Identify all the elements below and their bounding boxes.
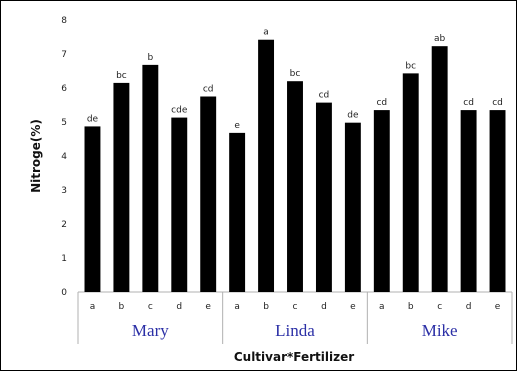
x-category-label: a <box>379 302 385 312</box>
significance-label: ab <box>434 34 446 44</box>
bar <box>113 82 130 293</box>
y-axis-title: Nitroge(%) <box>29 119 43 193</box>
x-category-label: d <box>321 302 327 312</box>
x-category-label: d <box>176 302 182 312</box>
x-category-label: e <box>495 302 501 312</box>
y-tick-label: 8 <box>61 16 67 26</box>
y-tick-label: 7 <box>61 50 67 60</box>
group-label: Linda <box>275 321 315 340</box>
y-tick-label: 0 <box>61 288 67 298</box>
y-tick-label: 1 <box>61 254 67 264</box>
significance-label: bc <box>405 61 416 71</box>
bar <box>402 73 419 292</box>
significance-label: de <box>347 111 359 121</box>
bar <box>229 132 246 292</box>
bar <box>489 110 506 292</box>
bar <box>171 117 188 292</box>
group-label: Mary <box>132 321 169 340</box>
significance-label: de <box>87 114 99 124</box>
x-category-label: d <box>466 302 472 312</box>
x-category-label: b <box>263 302 269 312</box>
bar <box>344 122 361 293</box>
x-category-label: c <box>148 302 153 312</box>
significance-label: cd <box>203 85 214 95</box>
x-category-label: e <box>350 302 356 312</box>
x-category-label: c <box>437 302 442 312</box>
significance-label: bc <box>290 69 301 79</box>
bar <box>142 64 159 292</box>
significance-label: cd <box>492 98 503 108</box>
significance-label: cde <box>171 106 188 116</box>
bar <box>373 110 390 292</box>
significance-label: cd <box>319 91 330 101</box>
y-tick-label: 2 <box>61 220 67 230</box>
bar <box>287 81 303 292</box>
bar <box>431 46 448 293</box>
y-tick-label: 4 <box>61 152 67 162</box>
x-category-label: a <box>90 302 96 312</box>
y-tick-label: 6 <box>61 84 67 94</box>
bar <box>315 102 332 293</box>
group-label: Mike <box>422 321 458 340</box>
x-axis-title: Cultivar*Fertilizer <box>234 350 354 364</box>
bar <box>460 110 477 292</box>
y-tick-label: 5 <box>61 118 67 128</box>
significance-label: cd <box>376 98 387 108</box>
significance-label: e <box>234 121 240 131</box>
x-category-label: e <box>205 302 211 312</box>
bar <box>258 39 275 292</box>
y-axis: 0 1 2 3 4 5 6 7 8 <box>61 16 67 298</box>
significance-label: a <box>263 28 269 38</box>
x-category-label: c <box>293 302 298 312</box>
x-category-label: b <box>119 302 125 312</box>
x-category-label: a <box>234 302 240 312</box>
significance-label: bc <box>116 71 127 81</box>
x-category-label: b <box>408 302 414 312</box>
bar <box>84 126 101 292</box>
bar <box>200 96 217 292</box>
significance-label: cd <box>463 98 474 108</box>
x-axis-groups: Mary Linda Mike <box>77 292 513 344</box>
significance-label: b <box>147 53 153 63</box>
bars-layer <box>84 39 506 293</box>
y-tick-label: 3 <box>61 186 67 196</box>
